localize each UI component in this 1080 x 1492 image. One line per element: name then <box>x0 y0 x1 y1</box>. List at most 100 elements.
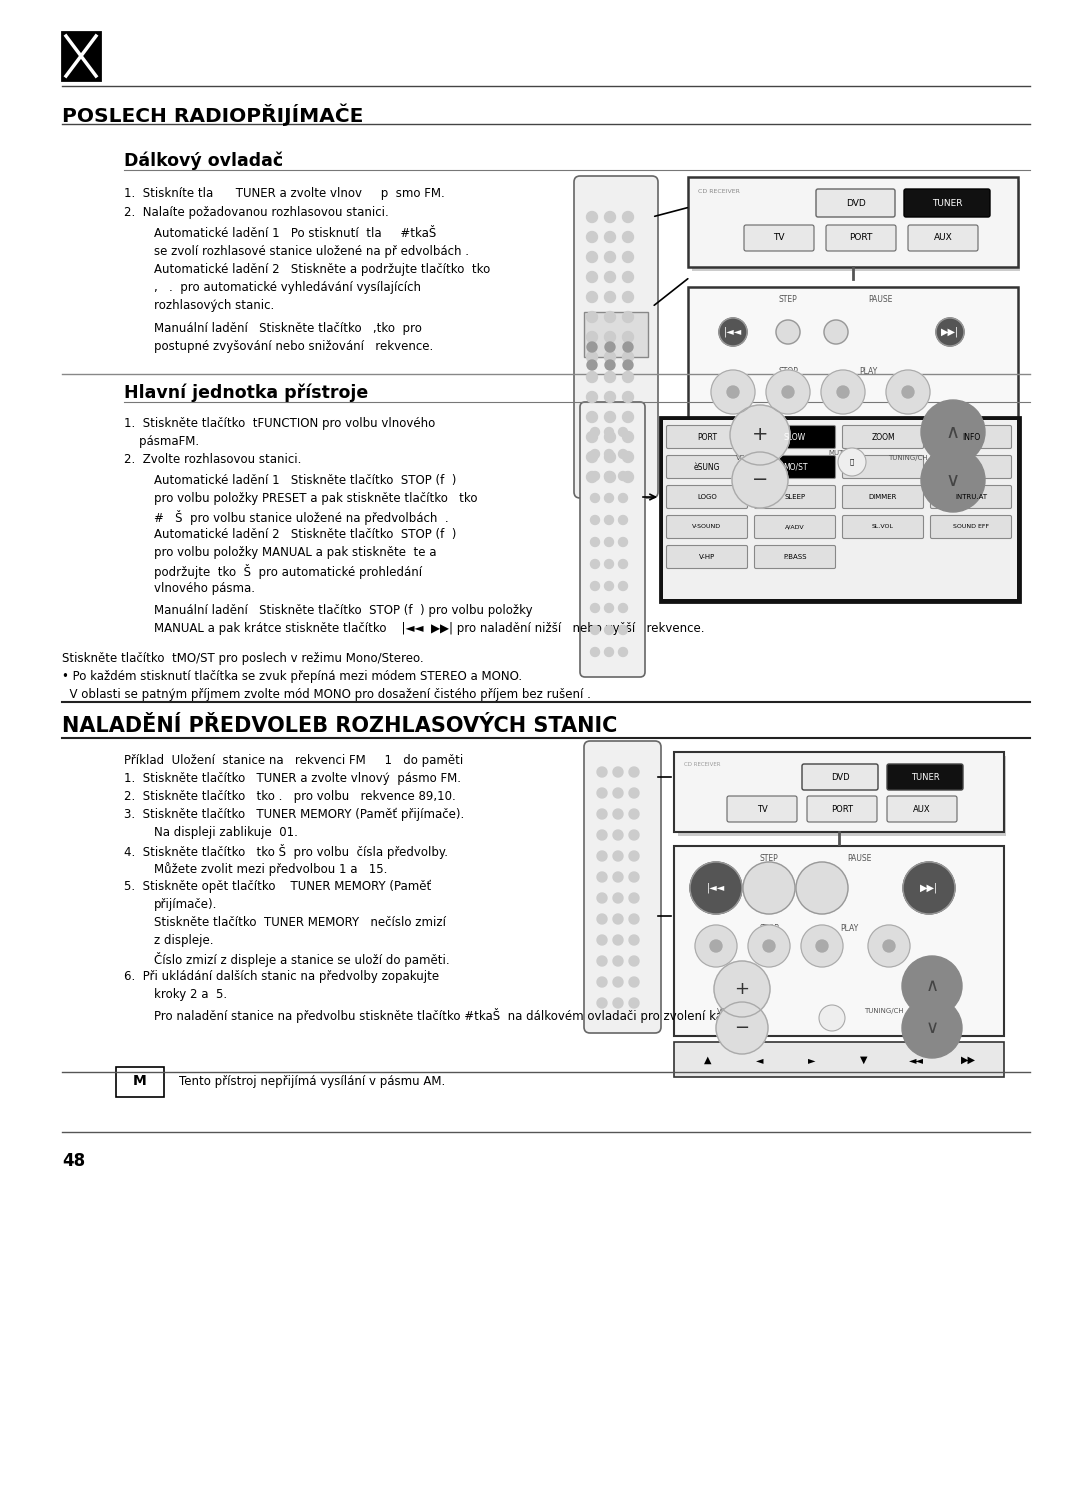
Circle shape <box>605 331 616 343</box>
Circle shape <box>730 404 789 466</box>
Text: ▲: ▲ <box>704 1055 712 1065</box>
Circle shape <box>613 915 623 924</box>
Circle shape <box>605 231 616 243</box>
FancyBboxPatch shape <box>666 546 747 568</box>
Text: V-HP: V-HP <box>699 554 715 560</box>
Bar <box>674 752 1004 833</box>
Circle shape <box>597 767 607 777</box>
Circle shape <box>588 342 597 352</box>
Circle shape <box>748 925 789 967</box>
Circle shape <box>586 391 597 403</box>
Circle shape <box>819 1006 845 1031</box>
Circle shape <box>591 471 599 480</box>
Circle shape <box>613 871 623 882</box>
Circle shape <box>591 648 599 656</box>
Text: TV: TV <box>773 234 785 243</box>
Circle shape <box>629 788 639 798</box>
Text: Číslo zmizí z displeje a stanice se uloží do paměti.: Číslo zmizí z displeje a stanice se ulož… <box>154 952 449 967</box>
Circle shape <box>796 862 848 915</box>
Circle shape <box>605 312 616 322</box>
Circle shape <box>605 516 613 525</box>
FancyBboxPatch shape <box>744 225 814 251</box>
Circle shape <box>766 370 810 413</box>
Circle shape <box>714 961 770 1018</box>
Bar <box>688 178 1018 267</box>
Circle shape <box>605 252 616 263</box>
Circle shape <box>591 625 599 634</box>
Text: 🔇: 🔇 <box>850 458 854 466</box>
Text: PLAY: PLAY <box>840 924 859 932</box>
Text: Stiskněte tlačítko  TUNER MEMORY   nečíslo zmizí: Stiskněte tlačítko TUNER MEMORY nečíslo … <box>154 916 446 930</box>
Circle shape <box>613 956 623 965</box>
Text: èSUNG: èSUNG <box>693 463 720 471</box>
Circle shape <box>837 386 849 398</box>
Text: TUNER: TUNER <box>932 198 962 207</box>
Circle shape <box>902 956 962 1016</box>
Text: −: − <box>752 470 768 489</box>
Circle shape <box>605 648 613 656</box>
Circle shape <box>586 272 597 282</box>
FancyBboxPatch shape <box>816 189 895 216</box>
Text: pásmaFM.: pásmaFM. <box>124 436 199 448</box>
Circle shape <box>605 537 613 546</box>
Circle shape <box>629 977 639 988</box>
FancyBboxPatch shape <box>887 797 957 822</box>
Circle shape <box>816 940 828 952</box>
Circle shape <box>586 452 597 463</box>
Circle shape <box>586 372 597 382</box>
Circle shape <box>622 291 634 303</box>
FancyBboxPatch shape <box>931 455 1012 479</box>
Text: #   Š  pro volbu stanice uložené na předvolbách  .: # Š pro volbu stanice uložené na předvol… <box>154 510 448 525</box>
Text: |◄◄: |◄◄ <box>724 327 742 337</box>
Bar <box>674 846 1004 1035</box>
Text: 2.  Nalaíte požadovanou rozhlasovou stanici.: 2. Nalaíte požadovanou rozhlasovou stani… <box>124 206 389 219</box>
Circle shape <box>605 494 613 503</box>
Circle shape <box>586 412 597 422</box>
Circle shape <box>623 342 633 352</box>
Text: 1.  Stiskníte tla      TUNER a zvolte vlnov     p  smo FM.: 1. Stiskníte tla TUNER a zvolte vlnov p … <box>124 186 445 200</box>
Text: 1.  Stiskněte tlačítko  tFUNCTION pro volbu vlnového: 1. Stiskněte tlačítko tFUNCTION pro volb… <box>124 416 435 430</box>
Text: Automatické ladění 1   Po stisknutí  tla     #tkaŠ: Automatické ladění 1 Po stisknutí tla #t… <box>154 227 436 240</box>
Circle shape <box>622 231 634 243</box>
Circle shape <box>719 318 747 346</box>
Circle shape <box>619 625 627 634</box>
FancyBboxPatch shape <box>842 425 923 449</box>
Text: Dálkový ovladač: Dálkový ovladač <box>124 152 283 170</box>
Circle shape <box>743 862 795 915</box>
Text: vlnového pásma.: vlnového pásma. <box>154 582 255 595</box>
Circle shape <box>605 431 616 443</box>
FancyBboxPatch shape <box>802 764 878 789</box>
Circle shape <box>586 212 597 222</box>
Text: DVD: DVD <box>846 198 866 207</box>
Circle shape <box>605 471 613 480</box>
Text: STEP: STEP <box>779 295 797 304</box>
Circle shape <box>591 582 599 591</box>
Circle shape <box>623 360 633 370</box>
Circle shape <box>629 956 639 965</box>
Text: V oblasti se patným příjmem zvolte mód MONO pro dosažení čistého příjem bez ruše: V oblasti se patným příjmem zvolte mód M… <box>62 688 591 701</box>
Text: VOLUME: VOLUME <box>717 1009 746 1015</box>
Circle shape <box>591 537 599 546</box>
Circle shape <box>586 231 597 243</box>
Text: MO/ST: MO/ST <box>783 463 807 471</box>
Text: PORT: PORT <box>849 234 873 243</box>
Circle shape <box>591 449 599 458</box>
Circle shape <box>586 291 597 303</box>
Circle shape <box>936 318 964 346</box>
Circle shape <box>619 648 627 656</box>
Text: z displeje.: z displeje. <box>154 934 214 947</box>
Text: −: − <box>734 1019 750 1037</box>
Text: Automatické ladění 2   Stiskněte a podržujte tlačítko  tko: Automatické ladění 2 Stiskněte a podržuj… <box>154 263 490 276</box>
Circle shape <box>597 915 607 924</box>
Text: Stiskněte tlačítko  tMO/ST pro poslech v režimu Mono/Stereo.: Stiskněte tlačítko tMO/ST pro poslech v … <box>62 652 423 665</box>
FancyBboxPatch shape <box>666 455 747 479</box>
Circle shape <box>591 494 599 503</box>
Bar <box>688 286 1018 492</box>
Circle shape <box>613 767 623 777</box>
Text: MANUAL a pak krátce stiskněte tlačítko    |◄◄  ▶▶| pro naladění nižší   nebo vyš: MANUAL a pak krátce stiskněte tlačítko |… <box>154 622 704 636</box>
Circle shape <box>629 809 639 819</box>
FancyBboxPatch shape <box>842 455 923 479</box>
Text: ▶▶: ▶▶ <box>960 1055 975 1065</box>
Text: Příklad  Uložení  stanice na   rekvenci FM     1   do paměti: Příklad Uložení stanice na rekvenci FM 1… <box>124 753 463 767</box>
Circle shape <box>588 360 597 370</box>
